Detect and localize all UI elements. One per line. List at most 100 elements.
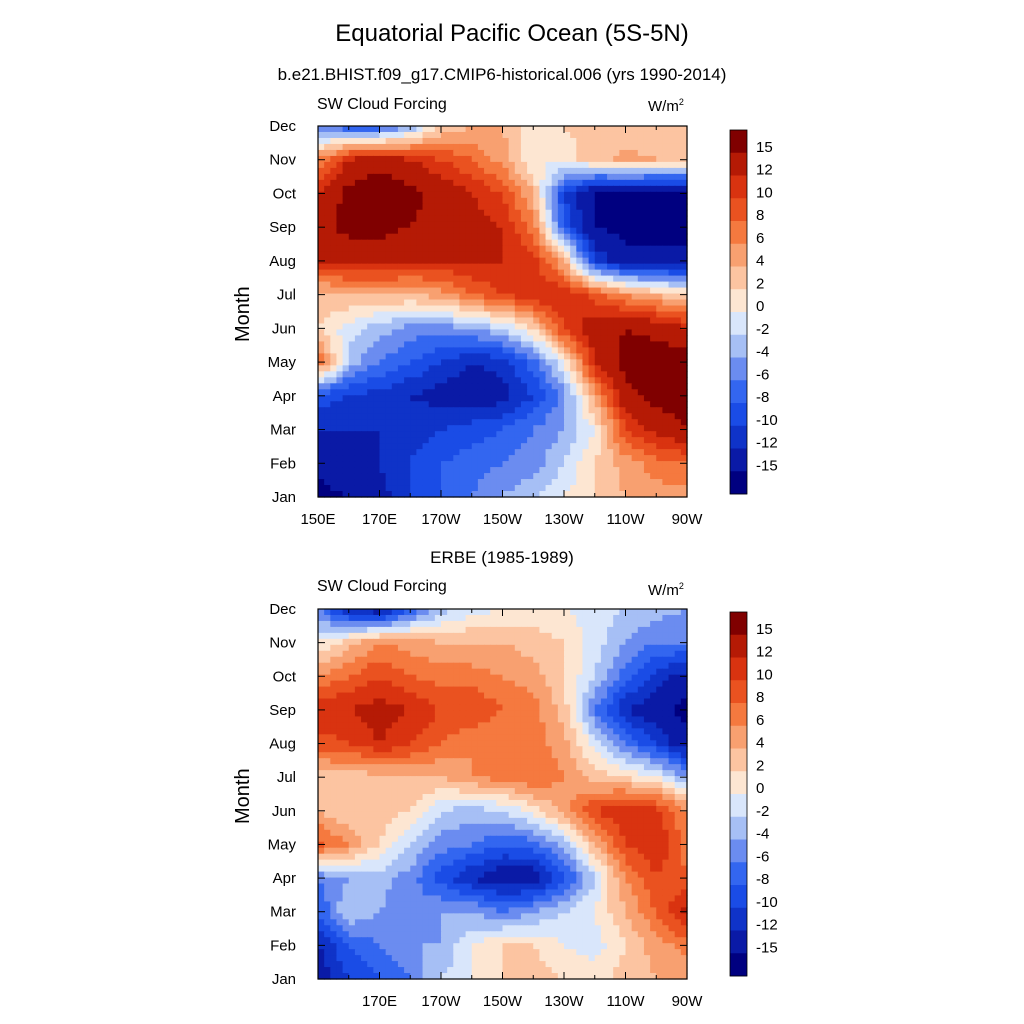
heatmap-cell <box>533 431 540 438</box>
heatmap-cell <box>502 227 510 235</box>
heatmap-cell <box>416 143 424 151</box>
heatmap-cell <box>514 449 522 456</box>
heatmap-cell <box>600 293 608 301</box>
heatmap-cell <box>471 233 479 241</box>
heatmap-cell <box>484 401 491 408</box>
heatmap-cell <box>354 293 362 301</box>
heatmap-cell <box>471 149 479 157</box>
heatmap-cell <box>447 287 454 295</box>
heatmap-cell <box>520 395 528 402</box>
heatmap-cell <box>514 197 522 205</box>
heatmap-cell <box>330 335 338 343</box>
heatmap-cell <box>508 401 516 408</box>
heatmap-cell <box>404 311 411 319</box>
heatmap-cell <box>527 395 534 402</box>
heatmap-cell <box>318 383 325 390</box>
heatmap-cell <box>674 293 682 301</box>
heatmap-cell <box>631 389 639 396</box>
colorbar-box <box>730 334 747 358</box>
heatmap-cell <box>404 197 411 205</box>
heatmap-cell <box>570 179 577 187</box>
heatmap-cell <box>607 491 614 498</box>
heatmap-cell <box>441 419 448 426</box>
heatmap-cell <box>502 425 510 432</box>
heatmap-cell <box>416 491 424 498</box>
heatmap-cell <box>324 365 331 372</box>
heatmap-cell <box>625 126 633 133</box>
heatmap-cell <box>557 389 565 396</box>
heatmap-cell <box>637 716 645 723</box>
heatmap-cell <box>594 491 602 498</box>
heatmap-cell <box>508 191 516 199</box>
heatmap-cell <box>508 449 516 456</box>
heatmap-cell <box>354 245 362 253</box>
heatmap-cell <box>564 287 571 295</box>
heatmap-cell <box>348 716 356 723</box>
heatmap-cell <box>619 191 627 199</box>
heatmap-cell <box>508 407 516 414</box>
heatmap-cell <box>662 281 670 289</box>
heatmap-cell <box>404 293 411 301</box>
colorbar-box <box>730 289 747 313</box>
heatmap-cell <box>557 257 565 265</box>
heatmap-cell <box>520 473 528 480</box>
heatmap-cell <box>576 233 584 241</box>
heatmap-cell <box>324 197 331 205</box>
heatmap-cell <box>379 413 387 420</box>
heatmap-cell <box>502 323 510 331</box>
heatmap-cell <box>643 419 651 426</box>
heatmap-cell <box>680 491 688 498</box>
heatmap-cell <box>564 389 571 396</box>
heatmap-cell <box>330 185 338 193</box>
heatmap-cell <box>330 401 338 408</box>
heatmap-cell <box>619 437 627 444</box>
heatmap-cell <box>336 437 344 444</box>
heatmap-cell <box>551 173 559 181</box>
heatmap-cell <box>600 419 608 426</box>
heatmap-cell <box>385 644 393 652</box>
heatmap-cell <box>484 407 491 414</box>
heatmap-cell <box>656 383 663 390</box>
heatmap-cell <box>576 620 584 628</box>
heatmap-cell <box>570 335 577 343</box>
heatmap-cell <box>459 479 467 486</box>
heatmap-cell <box>348 698 356 706</box>
heatmap-cell <box>520 413 528 420</box>
heatmap-cell <box>441 401 448 408</box>
heatmap-cell <box>354 371 362 378</box>
heatmap-cell <box>564 251 571 259</box>
heatmap-cell <box>594 347 602 354</box>
heatmap-cell <box>631 251 639 259</box>
heatmap-cell <box>557 491 565 498</box>
heatmap-cell <box>422 662 430 670</box>
heatmap-cell <box>582 485 590 492</box>
heatmap-cell <box>453 161 461 169</box>
heatmap-cell <box>680 662 688 670</box>
heatmap-cell <box>514 668 522 676</box>
heatmap-cell <box>361 698 368 706</box>
heatmap-cell <box>404 710 411 718</box>
heatmap-cell <box>607 197 614 205</box>
heatmap-cell <box>361 479 368 486</box>
heatmap-cell <box>367 656 374 664</box>
heatmap-cell <box>404 239 411 247</box>
heatmap-cell <box>613 251 620 259</box>
heatmap-cell <box>385 359 393 366</box>
heatmap-cell <box>656 323 663 331</box>
heatmap-cell <box>508 251 516 259</box>
heatmap-cell <box>643 632 651 640</box>
heatmap-cell <box>324 287 331 295</box>
heatmap-cell <box>520 692 528 700</box>
heatmap-cell <box>631 609 639 616</box>
heatmap-cell <box>680 275 688 283</box>
heatmap-cell <box>477 662 485 670</box>
heatmap-cell <box>324 149 331 157</box>
heatmap-cell <box>361 347 368 354</box>
heatmap-cell <box>650 686 657 694</box>
heatmap-cell <box>453 491 461 498</box>
heatmap-cell <box>643 221 651 229</box>
heatmap-cell <box>422 650 430 658</box>
heatmap-cell <box>533 299 540 307</box>
heatmap-cell <box>625 650 633 658</box>
heatmap-cell <box>551 275 559 283</box>
